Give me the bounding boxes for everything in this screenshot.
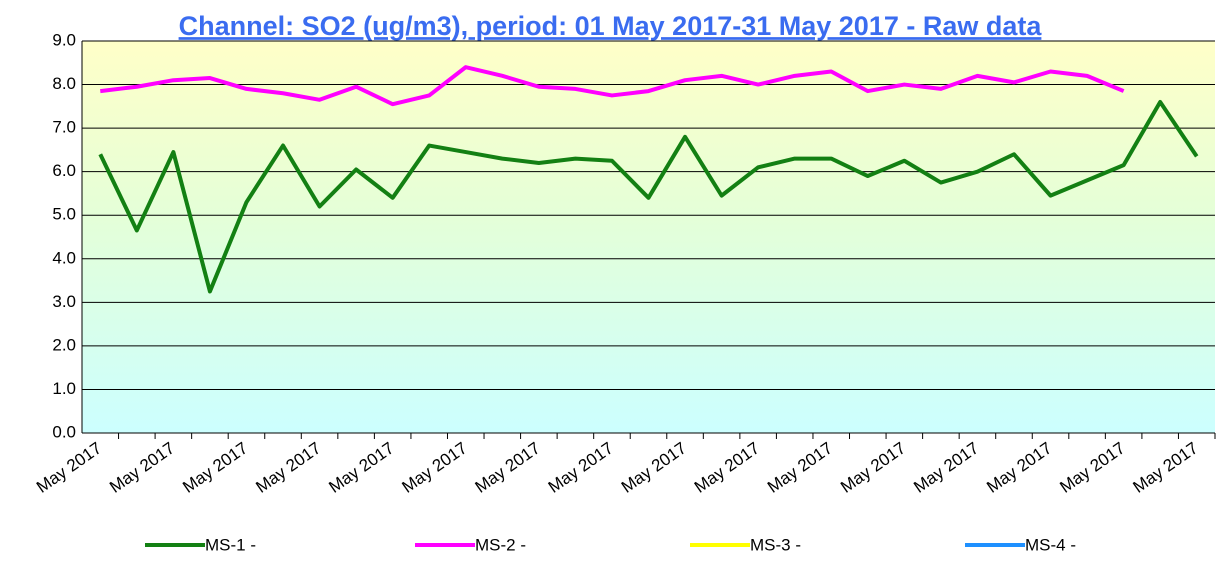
x-tick-label: May 2017 [1130, 438, 1202, 496]
plot-area [82, 41, 1215, 433]
x-tick-label: May 2017 [472, 438, 544, 496]
x-tick-label: May 2017 [837, 438, 909, 496]
y-tick-label: 7.0 [52, 118, 76, 137]
y-tick-label: 8.0 [52, 74, 76, 93]
x-tick-label: May 2017 [691, 438, 763, 496]
x-tick-label: May 2017 [618, 438, 690, 496]
chart-title: Channel: SO2 (ug/m3), period: 01 May 201… [179, 11, 1043, 41]
y-tick-label: 1.0 [52, 379, 76, 398]
series-line [100, 65, 1125, 107]
y-tick-label: 6.0 [52, 161, 76, 180]
x-tick-label: May 2017 [764, 438, 836, 496]
y-tick-label: 0.0 [52, 422, 76, 441]
y-tick-label: 4.0 [52, 248, 76, 267]
x-tick-label: May 2017 [983, 438, 1055, 496]
legend-label: MS-4 - [1025, 535, 1076, 554]
x-tick-label: May 2017 [1056, 438, 1128, 496]
y-tick-label: 3.0 [52, 292, 76, 311]
x-tick-label: May 2017 [545, 438, 617, 496]
x-tick-label: May 2017 [106, 438, 178, 496]
x-tick-label: May 2017 [910, 438, 982, 496]
legend-label: MS-3 - [750, 535, 801, 554]
x-tick-label: May 2017 [252, 438, 324, 496]
x-tick-label: May 2017 [33, 438, 105, 496]
x-tick-label: May 2017 [179, 438, 251, 496]
y-tick-label: 2.0 [52, 335, 76, 354]
series-line [98, 99, 1199, 294]
x-tick-label: May 2017 [399, 438, 471, 496]
y-tick-label: 9.0 [52, 30, 76, 49]
y-tick-label: 5.0 [52, 205, 76, 224]
legend-label: MS-1 - [205, 535, 256, 554]
legend-label: MS-2 - [475, 535, 526, 554]
x-tick-label: May 2017 [325, 438, 397, 496]
